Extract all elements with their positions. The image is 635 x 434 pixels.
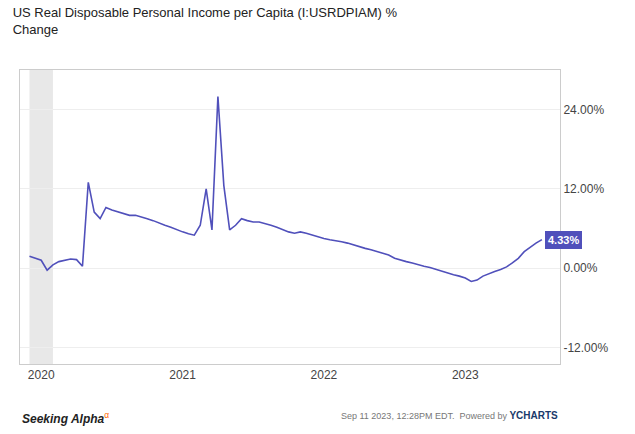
svg-text:24.00%: 24.00% bbox=[563, 103, 604, 117]
svg-text:12.00%: 12.00% bbox=[563, 182, 604, 196]
svg-text:0.00%: 0.00% bbox=[563, 261, 597, 275]
svg-text:4.33%: 4.33% bbox=[548, 234, 579, 246]
svg-text:2021: 2021 bbox=[169, 368, 196, 382]
svg-text:2020: 2020 bbox=[28, 368, 55, 382]
svg-text:2023: 2023 bbox=[452, 368, 479, 382]
svg-text:Sep 11 2023, 12:28PM EDT. Pow: Sep 11 2023, 12:28PM EDT. Powered by YCH… bbox=[341, 410, 558, 421]
svg-text:US Real Disposable Personal In: US Real Disposable Personal Income per C… bbox=[13, 5, 398, 37]
svg-text:-12.00%: -12.00% bbox=[563, 341, 608, 355]
svg-text:2022: 2022 bbox=[311, 368, 338, 382]
svg-text:Seeking Alpha​α​: Seeking Alpha​α​ bbox=[22, 410, 109, 426]
